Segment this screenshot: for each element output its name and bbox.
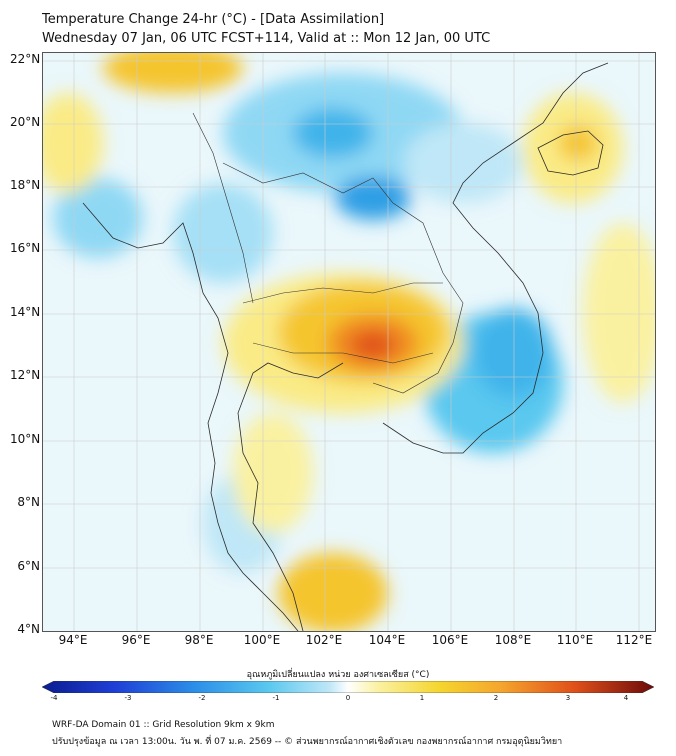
lon-label-100: 100°E [243, 633, 281, 647]
footer-credit: ปรับปรุงข้อมูล ณ เวลา 13:00น. วัน พ. ที่… [52, 737, 563, 747]
lat-label-4: 4°N [17, 622, 40, 636]
map-title: Temperature Change 24-hr (°C) - [Data As… [42, 12, 385, 27]
colorbar-tick-0: 0 [345, 694, 351, 702]
warm-area-west [43, 93, 103, 193]
warm-area-top [103, 53, 243, 93]
lat-label-10: 10°N [10, 432, 41, 446]
lon-label-110: 110°E [556, 633, 594, 647]
lon-label-94: 94°E [58, 633, 88, 647]
borders [192, 112, 464, 394]
border-inner-2 [252, 342, 434, 364]
colorbar-tick--1: -1 [272, 694, 280, 702]
map-subtitle: Wednesday 07 Jan, 06 UTC FCST+114, Valid… [42, 31, 491, 46]
lon-label-102: 102°E [305, 633, 343, 647]
warm-area-east [583, 223, 655, 403]
lon-label-98: 98°E [184, 633, 214, 647]
coast-gulf [237, 362, 344, 631]
coast-west [82, 202, 299, 631]
colorbar-title: อุณหภูมิเปลี่ยนแปลง หน่วย องศาเซลเซียส (… [246, 670, 430, 680]
colorbar [42, 681, 654, 693]
border-inner-1 [242, 282, 443, 304]
border-myanmar [192, 112, 254, 304]
cool-area-myanmar [173, 183, 273, 283]
lat-label-8: 8°N [17, 495, 40, 509]
colorbar-gradient [42, 681, 654, 693]
cool-area-vietnam-north [403, 123, 523, 203]
colorbar-tick--4: -4 [50, 694, 58, 702]
temperature-field [43, 53, 655, 631]
lat-label-14: 14°N [10, 305, 41, 319]
hot-core [351, 331, 395, 359]
footer-domain-info: WRF-DA Domain 01 :: Grid Resolution 9km … [52, 720, 275, 730]
cool-core-laos [335, 176, 411, 220]
lon-label-96: 96°E [121, 633, 151, 647]
map-canvas [43, 53, 655, 631]
lat-label-6: 6°N [17, 559, 40, 573]
lon-label-106: 106°E [431, 633, 469, 647]
hainan-island [537, 130, 604, 176]
warm-core-hainan [558, 125, 598, 161]
lon-label-104: 104°E [368, 633, 406, 647]
graticule [43, 53, 655, 631]
colorbar-tick-3: 3 [565, 694, 571, 702]
lat-label-22: 22°N [10, 52, 41, 66]
warm-area-south [278, 553, 388, 631]
coastlines [82, 62, 609, 631]
colorbar-tick-2: 2 [493, 694, 499, 702]
cool-area-west [53, 178, 143, 258]
lon-label-112: 112°E [615, 633, 653, 647]
lon-label-108: 108°E [494, 633, 532, 647]
colorbar-tick-1: 1 [419, 694, 425, 702]
colorbar-tick--3: -3 [124, 694, 132, 702]
temperature-change-map [42, 52, 656, 632]
border-laos [222, 162, 464, 394]
lat-label-12: 12°N [10, 368, 41, 382]
cool-core-north [293, 108, 373, 158]
cool-core-east [473, 308, 553, 398]
lat-label-20: 20°N [10, 115, 41, 129]
lat-label-16: 16°N [10, 241, 41, 255]
colorbar-tick-4: 4 [623, 694, 629, 702]
warm-area-peninsula [233, 413, 313, 533]
lat-label-18: 18°N [10, 178, 41, 192]
coast-east [382, 62, 609, 454]
colorbar-tick--2: -2 [198, 694, 206, 702]
